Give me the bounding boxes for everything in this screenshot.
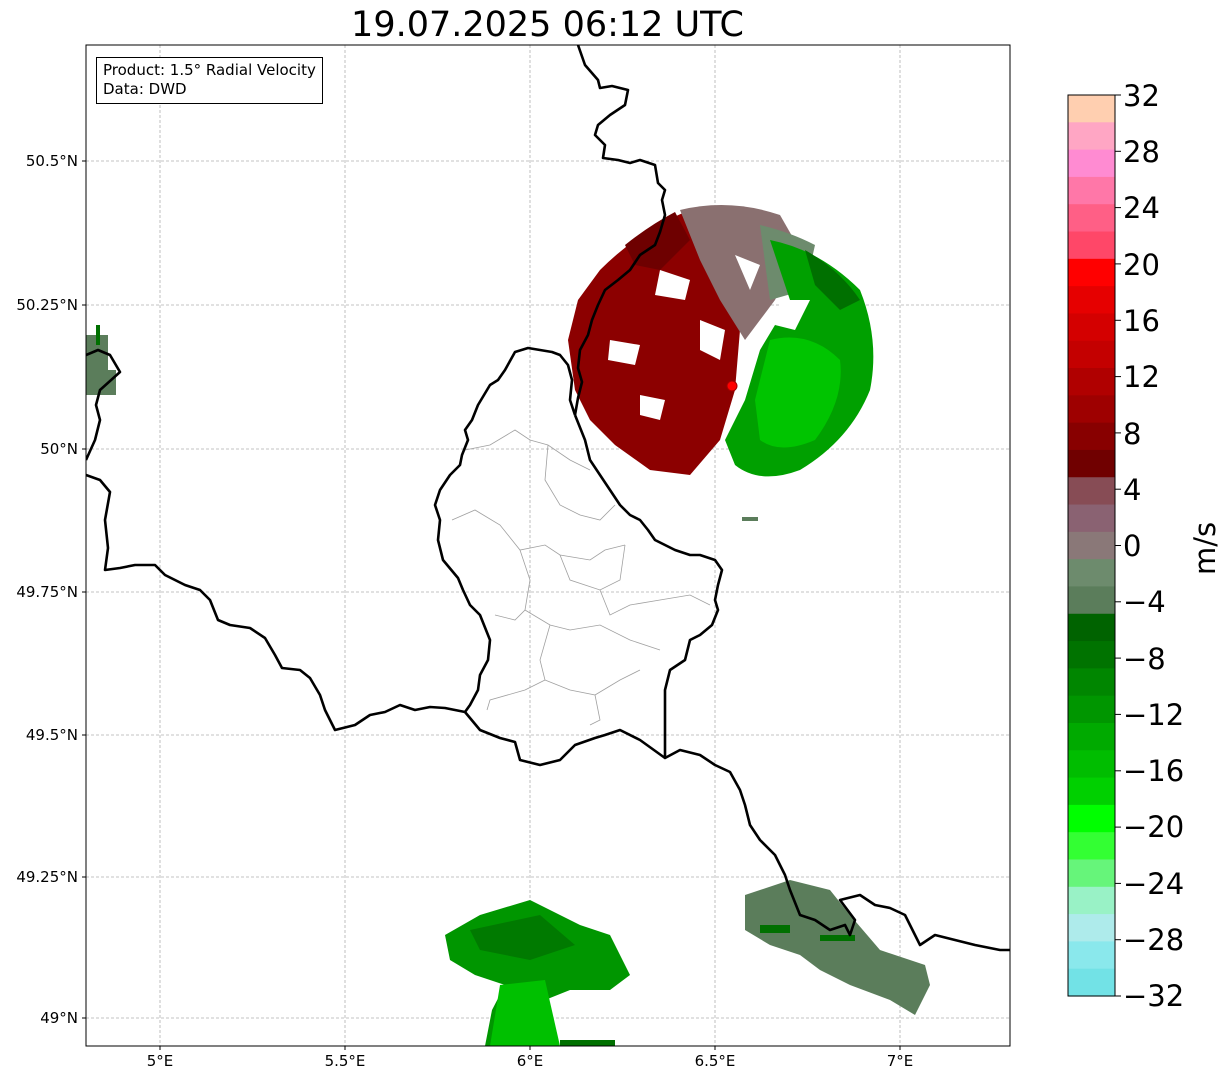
- axis-ticks: [82, 160, 901, 1050]
- colorbar-band: [1068, 368, 1115, 396]
- colorbar-band: [1068, 477, 1115, 506]
- colorbar-band: [1068, 804, 1115, 833]
- colorbar-band: [1068, 422, 1115, 451]
- gridlines: [86, 45, 1010, 1046]
- border-be-fr: [86, 473, 466, 732]
- colorbar-band: [1068, 886, 1115, 915]
- lat-label-49-25: 49.25°N: [16, 868, 78, 886]
- colorbar-label: 8: [1123, 417, 1142, 451]
- colorbar-label: 32: [1123, 79, 1160, 113]
- colorbar-band: [1068, 313, 1115, 342]
- radar-echo-southeast: [745, 880, 930, 1015]
- lon-label-5: 5°E: [146, 1052, 174, 1070]
- border-lu-de: [573, 414, 724, 758]
- colorbar: [1068, 95, 1115, 997]
- colorbar-band: [1068, 340, 1115, 369]
- colorbar-band: [1068, 204, 1115, 233]
- colorbar-label: −12: [1123, 698, 1185, 732]
- radar-echo-south: [445, 900, 630, 1046]
- colorbar-band: [1068, 968, 1115, 997]
- colorbar-label: 20: [1123, 248, 1160, 282]
- colorbar-label: −4: [1123, 585, 1166, 619]
- colorbar-band: [1068, 176, 1115, 205]
- colorbar-band: [1068, 613, 1115, 642]
- colorbar-label: −16: [1123, 754, 1185, 788]
- lon-label-6-5: 6.5°E: [694, 1052, 736, 1070]
- colorbar-band: [1068, 95, 1115, 123]
- colorbar-label: 28: [1123, 135, 1160, 169]
- admin-borders: [451, 429, 711, 726]
- lon-label-5-5: 5.5°E: [324, 1052, 366, 1070]
- lat-label-50-5: 50.5°N: [25, 152, 78, 170]
- colorbar-ticks: [1115, 94, 1121, 997]
- data-source-label: Data: DWD: [103, 80, 187, 98]
- colorbar-band: [1068, 859, 1115, 888]
- colorbar-label: 12: [1123, 360, 1160, 394]
- colorbar-band: [1068, 286, 1115, 315]
- colorbar-label: 0: [1123, 529, 1142, 563]
- echo-inbound-dark: [805, 250, 860, 310]
- colorbar-band: [1068, 914, 1115, 942]
- colorbar-label: −32: [1123, 979, 1185, 1013]
- colorbar-band: [1068, 122, 1115, 151]
- colorbar-unit-label: m/s: [1188, 521, 1222, 575]
- colorbar-band: [1068, 149, 1115, 178]
- product-label: Product: 1.5° Radial Velocity: [103, 61, 316, 79]
- echo-outbound-red: [568, 210, 740, 475]
- map-frame: [85, 44, 1011, 1047]
- border-fr-de: [464, 711, 1010, 952]
- colorbar-band: [1068, 832, 1115, 861]
- colorbar-band: [1068, 395, 1115, 424]
- product-info-box: Product: 1.5° Radial Velocity Data: DWD: [96, 57, 323, 104]
- national-borders: [86, 45, 1010, 952]
- colorbar-band: [1068, 586, 1115, 615]
- colorbar-band: [1068, 559, 1115, 588]
- lat-label-50-25: 50.25°N: [16, 296, 78, 314]
- colorbar-band: [1068, 941, 1115, 970]
- lon-label-6: 6°E: [516, 1052, 544, 1070]
- radar-echo-main: [568, 205, 874, 521]
- colorbar-label: 24: [1123, 191, 1160, 225]
- lat-label-49-5: 49.5°N: [25, 726, 78, 744]
- border-be-de-north: [573, 45, 667, 416]
- colorbar-label: 16: [1123, 304, 1160, 338]
- map-title: 19.07.2025 06:12 UTC: [351, 5, 744, 45]
- echo-gaps: [608, 255, 810, 420]
- lon-label-7: 7°E: [886, 1052, 914, 1070]
- colorbar-label: −28: [1123, 923, 1185, 957]
- colorbar-label: −20: [1123, 810, 1185, 844]
- border-lu-be-fr: [433, 346, 577, 713]
- colorbar-band: [1068, 449, 1115, 478]
- colorbar-band: [1068, 258, 1115, 287]
- colorbar-band: [1068, 722, 1115, 751]
- colorbar-band: [1068, 777, 1115, 806]
- border-be-de-west: [86, 348, 122, 461]
- colorbar-band: [1068, 231, 1115, 260]
- lat-label-50: 50°N: [40, 440, 78, 458]
- colorbar-label: −24: [1123, 867, 1185, 901]
- echo-inbound-bright: [755, 337, 841, 448]
- colorbar-label: −8: [1123, 642, 1166, 676]
- lat-label-49: 49°N: [40, 1009, 78, 1027]
- colorbar-band: [1068, 668, 1115, 697]
- colorbar-label: 4: [1123, 473, 1142, 507]
- colorbar-band: [1068, 531, 1115, 560]
- colorbar-band: [1068, 504, 1115, 533]
- colorbar-band: [1068, 750, 1115, 779]
- colorbar-band: [1068, 695, 1115, 724]
- radar-site-marker[interactable]: [726, 380, 738, 392]
- lat-label-49-75: 49.75°N: [16, 583, 78, 601]
- colorbar-band: [1068, 641, 1115, 669]
